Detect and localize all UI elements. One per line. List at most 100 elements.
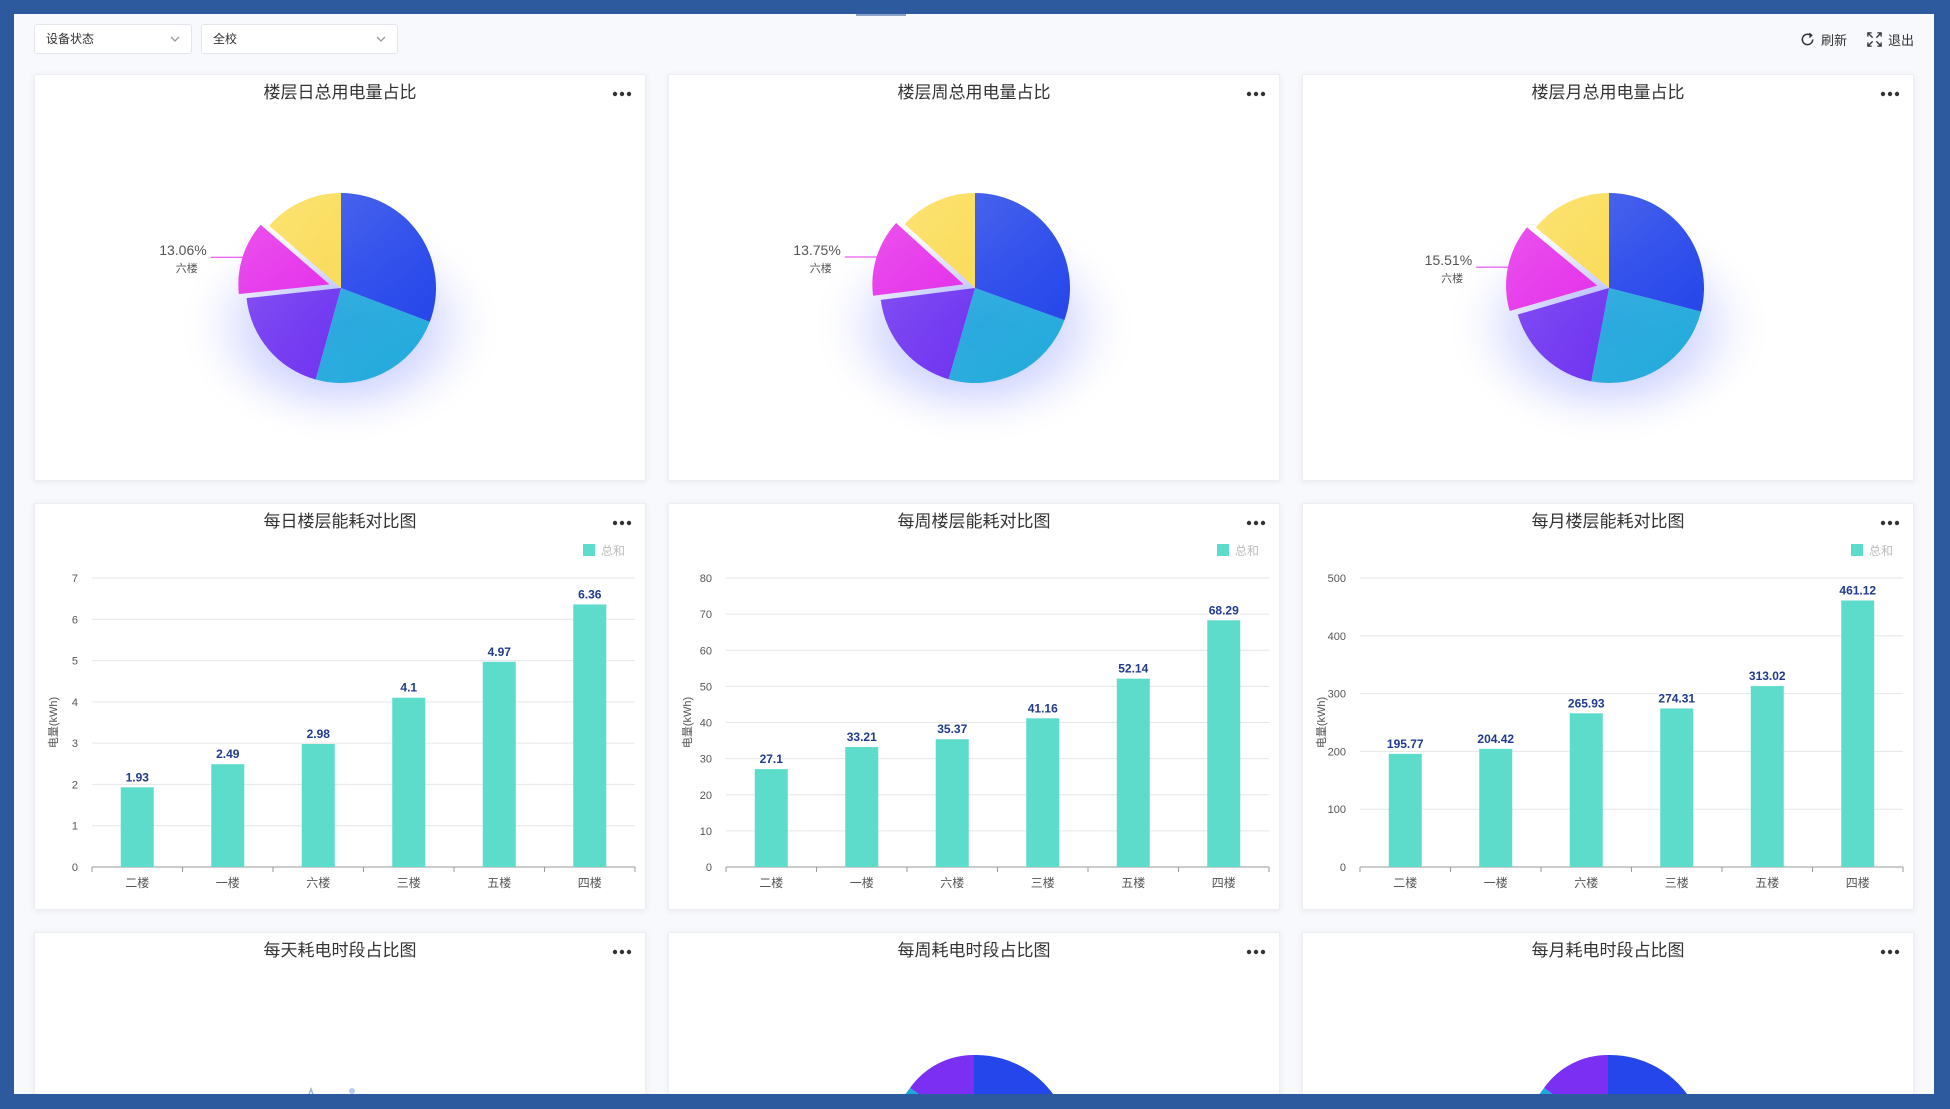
x-tick-label: 二楼 [759, 875, 783, 890]
legend-swatch[interactable] [1851, 544, 1863, 556]
bar[interactable] [1569, 713, 1603, 867]
x-tick-label: 一楼 [850, 875, 874, 890]
pie-slice[interactable] [1591, 288, 1702, 384]
more-icon[interactable] [1879, 947, 1901, 957]
y-tick-label: 7 [72, 573, 78, 585]
status-select[interactable]: 设备状态 [34, 24, 192, 54]
bar[interactable] [120, 787, 154, 867]
pie-slice[interactable] [341, 193, 437, 322]
bar-value-label: 33.21 [847, 730, 877, 744]
more-icon[interactable] [611, 89, 633, 99]
bar-chart-month: 0 100 200 300 400 500 电量(kWh) 195.77 二楼 204.42 一楼 2… [1315, 544, 1904, 890]
legend-label[interactable]: 总和 [601, 544, 625, 558]
time-panel-month: 每月耗电时段占比图 [1302, 932, 1914, 1094]
bar-value-label: 313.02 [1749, 669, 1786, 683]
y-tick-label: 1 [72, 821, 78, 833]
bar-value-label: 2.98 [307, 727, 331, 741]
legend-label[interactable]: 总和 [1869, 544, 1893, 558]
dashboard: 设备状态 全校 刷新 退出 13.06% 六楼 楼层日总用电量占比 13.75% 六… [14, 14, 1934, 1094]
bar[interactable] [1750, 686, 1784, 867]
time-pie-partial-month [1539, 1054, 1688, 1094]
pie-label-name: 六楼 [176, 261, 198, 275]
y-tick-label: 500 [1328, 573, 1346, 585]
refresh-button[interactable]: 刷新 [1799, 28, 1847, 50]
pie-slice[interactable] [904, 193, 975, 288]
bar-value-label: 4.1 [400, 681, 417, 695]
y-tick-label: 80 [700, 573, 712, 585]
pie-slice[interactable] [1517, 288, 1609, 382]
y-tick-label: 0 [706, 862, 712, 874]
y-tick-label: 0 [72, 862, 78, 874]
y-tick-label: 300 [1328, 689, 1346, 701]
legend-swatch[interactable] [583, 544, 595, 556]
panel-title: 楼层日总用电量占比 [263, 83, 417, 102]
panel-title: 每日楼层能耗对比图 [263, 512, 417, 531]
pie-slice[interactable] [872, 223, 964, 296]
more-icon[interactable] [611, 518, 633, 528]
y-tick-label: 100 [1328, 804, 1346, 816]
bar[interactable] [1116, 678, 1150, 867]
pie-panel-day: 13.06% 六楼 楼层日总用电量占比 [34, 74, 646, 481]
x-tick-label: 一楼 [216, 875, 240, 890]
pie-label-percent: 13.75% [793, 242, 840, 258]
pie-slice[interactable] [948, 288, 1065, 383]
pie-slice[interactable] [238, 224, 330, 295]
more-icon[interactable] [611, 947, 633, 957]
bar[interactable] [1026, 718, 1060, 867]
legend-label[interactable]: 总和 [1235, 544, 1259, 558]
y-tick-label: 0 [1340, 862, 1346, 874]
legend-swatch[interactable] [1217, 544, 1229, 556]
bar[interactable] [392, 697, 426, 867]
bar-chart-day: 0 1 2 3 4 5 6 7 电量(kWh) 1.93 二楼 2.49 一楼 2.98 六楼 4.1 三楼 4.… [47, 544, 636, 890]
bar[interactable] [845, 747, 879, 867]
pie-slice [905, 1088, 919, 1094]
bar[interactable] [935, 739, 969, 867]
bar[interactable] [1479, 748, 1513, 867]
bar-value-label: 265.93 [1568, 696, 1605, 710]
bar[interactable] [482, 661, 516, 867]
pie-slice[interactable] [1535, 193, 1609, 288]
x-tick-label: 六楼 [940, 875, 964, 890]
x-tick-label: 五楼 [487, 875, 511, 890]
scope-select[interactable]: 全校 [201, 24, 398, 54]
pie-label-percent: 15.51% [1425, 252, 1472, 268]
toolbar: 设备状态 全校 刷新 退出 [14, 14, 1934, 60]
more-icon[interactable] [1879, 518, 1901, 528]
bar[interactable] [1388, 753, 1422, 867]
exit-label: 退出 [1888, 32, 1915, 48]
pie-chart-week: 13.75% 六楼 [793, 193, 1140, 446]
y-tick-label: 2 [72, 779, 78, 791]
bar[interactable] [1841, 600, 1875, 867]
bar[interactable] [573, 604, 607, 867]
y-tick-label: 50 [700, 681, 712, 693]
more-icon[interactable] [1879, 89, 1901, 99]
pie-slice [1608, 1054, 1688, 1094]
pie-slice [1544, 1054, 1608, 1094]
pie-panel-month: 15.51% 六楼 楼层月总用电量占比 [1302, 74, 1914, 481]
pie-slice[interactable] [975, 193, 1070, 321]
pie-slice [910, 1054, 974, 1094]
bar[interactable] [754, 769, 788, 867]
exit-button[interactable]: 退出 [1866, 28, 1914, 50]
bar[interactable] [1660, 708, 1694, 867]
y-tick-label: 400 [1328, 631, 1346, 643]
more-icon[interactable] [1245, 89, 1267, 99]
bar[interactable] [1207, 620, 1241, 867]
bar-value-label: 6.36 [578, 587, 602, 601]
pie-slice[interactable] [246, 288, 341, 380]
pie-slice[interactable] [315, 288, 430, 383]
more-icon[interactable] [1245, 518, 1267, 528]
y-tick-label: 200 [1328, 746, 1346, 758]
bar[interactable] [211, 764, 245, 867]
pie-panel-week: 13.75% 六楼 楼层周总用电量占比 [668, 74, 1280, 481]
x-tick-label: 五楼 [1755, 875, 1779, 890]
pie-slice[interactable] [269, 193, 341, 288]
chevron-down-icon [376, 36, 386, 42]
pie-slice[interactable] [880, 288, 975, 380]
bar[interactable] [301, 743, 335, 867]
x-tick-label: 三楼 [397, 875, 421, 890]
pie-slice[interactable] [1609, 193, 1704, 312]
pie-slice[interactable] [1506, 227, 1598, 312]
status-select-value: 设备状态 [46, 32, 95, 46]
more-icon[interactable] [1245, 947, 1267, 957]
